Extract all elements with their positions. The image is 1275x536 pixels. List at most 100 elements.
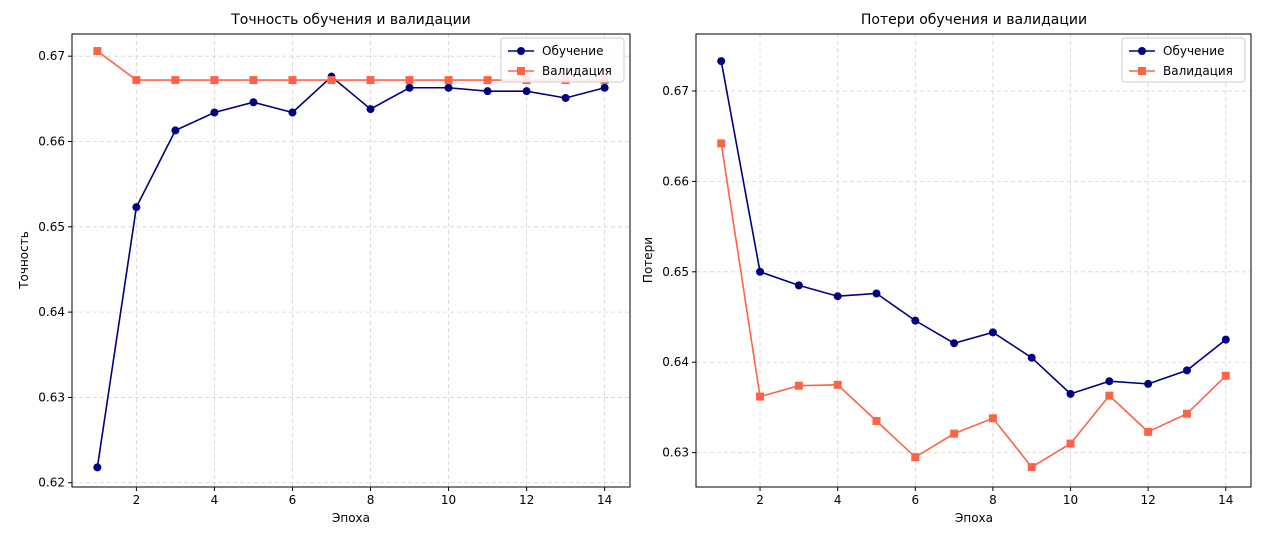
x-axis-label: Эпоха (955, 511, 993, 525)
x-tick-label: 14 (597, 493, 612, 507)
data-point (794, 381, 803, 390)
data-point (444, 83, 453, 92)
data-point (833, 292, 842, 301)
legend-item: Валидация (508, 64, 612, 78)
data-point (288, 108, 297, 117)
legend-marker-icon (1138, 67, 1146, 75)
data-point (366, 76, 375, 85)
x-tick-label: 14 (1218, 493, 1233, 507)
legend-item: Обучение (1129, 44, 1224, 58)
plot-frame (71, 33, 631, 488)
data-point (327, 76, 336, 85)
data-point (1182, 366, 1191, 375)
data-point (132, 203, 141, 212)
legend: Обучение Валидация (500, 37, 625, 83)
series-line (720, 143, 1227, 469)
data-point (1066, 439, 1075, 448)
data-point (1027, 353, 1036, 362)
legend-label: Обучение (1163, 44, 1224, 58)
data-point (988, 414, 997, 423)
data-point (483, 87, 492, 96)
data-point (756, 267, 765, 276)
x-tick-label: 2 (133, 493, 141, 507)
data-point (561, 93, 570, 102)
x-tick-label: 10 (1063, 493, 1078, 507)
data-point (833, 380, 842, 389)
data-point (988, 328, 997, 337)
x-axis-label: Эпоха (332, 511, 370, 525)
data-point (950, 339, 959, 348)
x-tick-label: 6 (289, 493, 297, 507)
data-point (1027, 463, 1036, 472)
data-point (950, 429, 959, 438)
y-tick-label: 0.64 (662, 355, 689, 369)
data-point (366, 105, 375, 114)
y-tick-label: 0.66 (38, 134, 65, 148)
grid (72, 34, 630, 487)
data-point (210, 108, 219, 117)
data-point (405, 83, 414, 92)
chart-title: Потери обучения и валидации (861, 12, 1087, 28)
y-tick-label: 0.63 (662, 446, 689, 460)
data-point (794, 281, 803, 290)
series-training (717, 57, 1230, 398)
data-point (911, 316, 920, 325)
y-tick-label: 0.67 (662, 84, 689, 98)
y-axis-label: Потери (641, 237, 655, 283)
x-tick-label: 4 (834, 493, 842, 507)
y-tick-label: 0.64 (38, 305, 65, 319)
y-tick-label: 0.63 (38, 390, 65, 404)
data-point (483, 76, 492, 85)
series-line (720, 60, 1227, 395)
y-tick-label: 0.62 (38, 476, 65, 490)
data-point (717, 139, 726, 148)
data-point (1144, 379, 1153, 388)
x-tick-label: 12 (1141, 493, 1156, 507)
x-tick-label: 2 (756, 493, 764, 507)
data-point (171, 76, 180, 85)
legend-item: Обучение (508, 44, 603, 58)
data-point (288, 76, 297, 85)
legend-marker-icon (517, 47, 525, 55)
data-point (1182, 409, 1191, 418)
data-point (249, 98, 258, 107)
data-point (444, 76, 453, 85)
data-point (171, 126, 180, 135)
loss-chart: Потери обучения и валидации Эпоха Потери… (641, 12, 1252, 525)
x-tick-label: 4 (211, 493, 219, 507)
x-tick-label: 10 (441, 493, 456, 507)
x-tick-label: 8 (367, 493, 375, 507)
data-point (1221, 335, 1230, 344)
accuracy-chart: Точность обучения и валидации Эпоха Точн… (17, 12, 631, 525)
data-point (717, 57, 726, 66)
data-point (132, 76, 141, 85)
data-point (756, 392, 765, 401)
chart-title: Точность обучения и валидации (230, 12, 471, 28)
data-point (1221, 371, 1230, 380)
data-point (1105, 377, 1114, 386)
y-tick-label: 0.66 (662, 174, 689, 188)
grid (696, 34, 1251, 487)
data-point (93, 463, 102, 472)
data-point (600, 83, 609, 92)
data-point (210, 76, 219, 85)
series-validation (717, 139, 1230, 472)
legend-label: Валидация (1163, 64, 1233, 78)
data-point (1066, 389, 1075, 398)
data-point (405, 76, 414, 85)
data-point (872, 416, 881, 425)
series-training (93, 72, 609, 472)
legend-marker-icon (1138, 47, 1146, 55)
data-point (1144, 427, 1153, 436)
data-point (93, 47, 102, 56)
y-tick-label: 0.67 (38, 49, 65, 63)
plot-frame (695, 33, 1252, 488)
legend-label: Валидация (542, 64, 612, 78)
y-axis-label: Точность (17, 231, 31, 290)
legend: Обучение Валидация (1121, 37, 1246, 83)
legend-item: Валидация (1129, 64, 1233, 78)
y-tick-label: 0.65 (38, 220, 65, 234)
x-tick-label: 8 (989, 493, 997, 507)
data-point (872, 289, 881, 298)
